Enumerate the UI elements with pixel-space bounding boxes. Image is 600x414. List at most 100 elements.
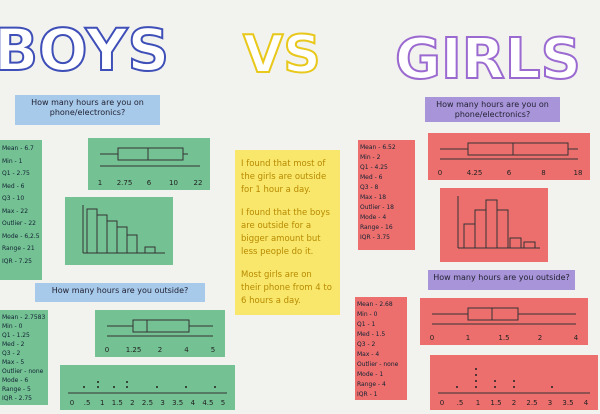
list-item: Q3 - 8 [360,184,379,191]
axis-label: 18 [574,169,583,177]
axis-label: 1.25 [126,346,142,354]
axis-label: 6 [147,179,152,187]
list-item: Max - 4 [357,351,380,358]
stats-card: Mean - 2.68 Min - 0 Q1 - 1 Med - 1.5 Q3 - 2 M… [355,297,407,400]
list-item: I found that most of the girls are outsi… [241,159,327,195]
axis-label: 3.5 [172,399,183,407]
axis-label: 1 [100,399,104,407]
list-item: Mode - 1 [357,371,384,378]
list-item: Min - 1 [2,157,23,165]
title-vs: VS [243,25,321,85]
axis-label: 3 [548,399,552,407]
list-item: Outlier - 18 [360,204,394,211]
stats-card: Mean - 6.7 Min - 1 Q1 - 2.75 Med - 6 Q3 - 10… [0,140,42,280]
list-item: Q1 - 1.25 [2,332,30,339]
histogram-card [440,188,548,262]
axis-label: .5 [457,399,464,407]
list-item: Mode - 6 [2,377,29,384]
axis-label: 2 [158,346,162,354]
boxplot: 1 2.75 6 10 22 [98,147,203,187]
question-label: How many hours are you on phone/electron… [425,97,560,122]
title-boys: BOYS [0,16,169,84]
list-item: Outlier - none [2,368,44,375]
axis-label: 1 [476,399,480,407]
axis-label: 2 [538,334,542,342]
list-item: IQR - 3.75 [360,234,390,241]
question-label: How many hours are you outside? [35,283,205,302]
axis-label: 0 [70,399,74,407]
dotplot: 0 .5 1 1.5 2 2.5 3 3.5 4 4.5 5 [68,381,227,407]
list-item: IQR - 2.75 [2,395,32,402]
histogram-card [65,197,173,265]
list-item: Outlier - none [357,361,399,368]
list-item: Min - 0 [2,323,23,330]
list-item: Range - 4 [357,381,386,388]
list-item: Q1 - 4.25 [360,164,388,171]
axis-label: 2.5 [142,399,153,407]
list-item: Med - 6 [2,182,25,190]
list-item: Mean - 2.68 [357,301,393,308]
axis-label: .5 [84,399,91,407]
histogram [457,196,540,249]
list-item: Outlier - 22 [2,220,36,227]
axis-label: 4 [191,399,196,407]
list-item: IQR - 1 [357,391,378,398]
titles: BOYS VS GIRLS [0,15,582,90]
list-item: Range - 5 [2,386,31,393]
list-item: Max - 18 [360,194,387,201]
axis-label: 1.5 [498,334,509,342]
axis-label: 2 [130,399,134,407]
list-item: Range - 21 [2,245,35,252]
axis-label: 4 [574,334,579,342]
axis-label: 1.5 [112,399,123,407]
axis-label: 4 [584,399,589,407]
title-girls: GIRLS [395,27,581,90]
axis-label: 1.5 [490,399,501,407]
axis-label: 6 [507,169,512,177]
axis-label: 0 [430,334,434,342]
axis-label: 0 [440,399,444,407]
list-item: Med - 6 [360,174,383,181]
list-item: Mode - 6,2.5 [2,232,40,240]
boxplot-card: 1 2.75 6 10 22 [88,138,210,190]
list-item: Min - 2 [360,154,381,161]
axis-label: 3 [160,399,164,407]
boxplot: 0 4.25 6 8 18 [438,142,583,177]
list-item: Most girls are on their phone from 4 to … [241,270,332,306]
dotplot-card: 0 .5 1 1.5 2 2.5 3 3.5 4 [430,355,598,410]
axis-label: 4.5 [202,399,213,407]
axis-label: 1 [466,334,470,342]
list-item: I found that the boys are outside for a … [241,208,330,257]
question-label: How many hours are you outside? [428,270,575,290]
axis-label: 22 [194,179,203,187]
dotplot: 0 .5 1 1.5 2 2.5 3 3.5 4 [438,368,590,407]
list-item: Mode - 4 [360,214,387,221]
axis-label: 2 [512,399,516,407]
axis-label: 8 [541,169,545,177]
axis-label: 5 [211,346,215,354]
dotplot-card: 0 .5 1 1.5 2 2.5 3 3.5 4 4.5 5 [60,365,235,410]
list-item: Mean - 6.52 [360,144,396,151]
list-item: Q3 - 2 [2,350,21,357]
list-item: Mean - 6.7 [2,145,34,152]
boxplot-card: 0 1.25 2 4 5 [95,310,225,357]
histogram [82,205,165,254]
axis-label: 0 [105,346,109,354]
list-item: Mean - 2.7583 [2,314,46,321]
axis-label: 3.5 [562,399,573,407]
boxplot-card: 0 1 1.5 2 4 [420,298,588,345]
list-item: Q3 - 2 [357,341,376,348]
boxplot: 0 1 1.5 2 4 [430,307,579,342]
list-item: IQR - 7.25 [2,257,32,265]
findings-note: I found that most of the girls are outsi… [235,150,340,315]
stats-card: Mean - 2.7583 Min - 0 Q1 - 1.25 Med - 2 Q3 -… [0,310,48,405]
stats-card: Mean - 6.52 Min - 2 Q1 - 4.25 Med - 6 Q3 - 8… [358,140,415,250]
question-label: How many hours are you on phone/electron… [15,95,160,125]
axis-label: 2.75 [117,179,133,187]
list-item: Med - 1.5 [357,331,386,338]
list-item: Q3 - 10 [2,195,25,202]
axis-label: 0 [438,169,442,177]
axis-label: 10 [169,179,178,187]
axis-label: 5 [221,399,225,407]
